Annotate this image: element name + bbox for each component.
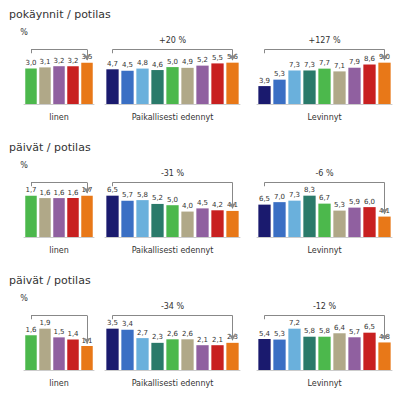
svg-text:Levinnyt: Levinnyt (307, 379, 341, 388)
svg-text:1,7: 1,7 (25, 186, 36, 194)
svg-text:1,5: 1,5 (53, 328, 64, 336)
svg-text:9,0: 9,0 (378, 53, 391, 62)
svg-text:linen: linen (49, 246, 69, 255)
svg-text:-31 %: -31 % (161, 169, 185, 178)
svg-text:8,3: 8,3 (304, 186, 315, 194)
svg-text:1,4: 1,4 (67, 330, 79, 338)
svg-text:1,6: 1,6 (53, 189, 65, 197)
svg-text:5,8: 5,8 (319, 327, 330, 335)
svg-text:4,5: 4,5 (197, 199, 208, 207)
svg-text:4,8: 4,8 (137, 59, 148, 67)
svg-text:7,1: 7,1 (334, 62, 345, 70)
svg-text:1,6: 1,6 (39, 189, 51, 197)
svg-text:5,9: 5,9 (349, 198, 360, 206)
svg-text:5,3: 5,3 (274, 70, 285, 78)
svg-text:2,7: 2,7 (137, 329, 148, 337)
svg-text:5,0: 5,0 (167, 196, 178, 204)
svg-text:7,3: 7,3 (289, 61, 300, 69)
svg-text:4,5: 4,5 (122, 61, 133, 69)
svg-text:1,6: 1,6 (25, 326, 37, 334)
svg-text:7,9: 7,9 (349, 58, 360, 66)
svg-text:7,2: 7,2 (289, 319, 300, 327)
svg-text:3,0: 3,0 (25, 59, 36, 67)
svg-text:1,9: 1,9 (39, 319, 50, 327)
svg-text:1,7: 1,7 (81, 186, 93, 195)
svg-text:5,3: 5,3 (274, 330, 285, 338)
svg-text:%: % (20, 28, 28, 37)
svg-text:6,0: 6,0 (364, 198, 375, 206)
svg-text:Paikallisesti edennyt: Paikallisesti edennyt (132, 379, 214, 388)
svg-text:5,8: 5,8 (304, 327, 315, 335)
svg-text:päivät / potilas: päivät / potilas (9, 274, 91, 287)
svg-text:5,2: 5,2 (152, 194, 163, 202)
svg-text:3,9: 3,9 (259, 77, 270, 85)
svg-text:+127 %: +127 % (308, 36, 341, 45)
svg-text:Paikallisesti edennyt: Paikallisesti edennyt (132, 113, 214, 122)
svg-text:6,5: 6,5 (364, 323, 375, 331)
svg-text:3,2: 3,2 (53, 57, 64, 65)
svg-text:-6 %: -6 % (315, 169, 334, 178)
svg-text:2,3: 2,3 (152, 333, 163, 341)
svg-text:Paikallisesti edennyt: Paikallisesti edennyt (132, 246, 214, 255)
svg-text:linen: linen (49, 379, 69, 388)
svg-text:4,2: 4,2 (212, 201, 223, 209)
svg-text:5,5: 5,5 (212, 54, 223, 62)
svg-text:5,2: 5,2 (197, 56, 208, 64)
svg-text:4,6: 4,6 (152, 61, 164, 69)
svg-text:-34 %: -34 % (161, 302, 185, 311)
svg-text:4,8: 4,8 (378, 332, 391, 341)
svg-text:3,5: 3,5 (81, 53, 93, 62)
svg-text:-12 %: -12 % (313, 302, 337, 311)
svg-text:linen: linen (49, 113, 69, 122)
svg-text:4,1: 4,1 (378, 207, 391, 216)
svg-text:2,6: 2,6 (182, 330, 194, 338)
svg-text:7,3: 7,3 (304, 61, 315, 69)
svg-text:%: % (20, 294, 28, 303)
svg-text:5,8: 5,8 (137, 191, 148, 199)
svg-text:Levinnyt: Levinnyt (307, 246, 341, 255)
svg-text:5,7: 5,7 (349, 328, 360, 336)
svg-text:6,4: 6,4 (334, 324, 346, 332)
svg-text:6,7: 6,7 (319, 194, 330, 202)
svg-text:6,5: 6,5 (259, 195, 270, 203)
svg-text:%: % (20, 161, 28, 170)
svg-text:5,3: 5,3 (334, 201, 345, 209)
svg-text:5,6: 5,6 (226, 53, 239, 62)
svg-text:2,1: 2,1 (197, 336, 208, 344)
svg-text:5,4: 5,4 (259, 330, 271, 338)
svg-text:pokäynnit / potilas: pokäynnit / potilas (9, 8, 111, 21)
svg-text:2,6: 2,6 (167, 330, 179, 338)
svg-text:+20 %: +20 % (159, 36, 186, 45)
svg-text:4,7: 4,7 (107, 60, 118, 68)
svg-text:5,0: 5,0 (167, 58, 178, 66)
svg-text:7,3: 7,3 (289, 191, 300, 199)
svg-text:4,1: 4,1 (226, 201, 239, 210)
svg-text:3,1: 3,1 (39, 58, 50, 66)
svg-text:2,3: 2,3 (226, 333, 239, 342)
svg-text:6,5: 6,5 (107, 186, 118, 194)
svg-text:Levinnyt: Levinnyt (307, 113, 341, 122)
svg-text:8,6: 8,6 (364, 55, 376, 63)
svg-text:3,4: 3,4 (122, 320, 134, 328)
svg-text:päivät / potilas: päivät / potilas (9, 141, 91, 154)
svg-text:1,1: 1,1 (81, 336, 93, 345)
svg-text:4,9: 4,9 (182, 58, 193, 66)
svg-text:7,0: 7,0 (274, 193, 285, 201)
svg-text:3,2: 3,2 (67, 57, 78, 65)
svg-text:3,5: 3,5 (107, 319, 118, 327)
svg-text:5,7: 5,7 (122, 191, 133, 199)
svg-text:1,6: 1,6 (67, 189, 79, 197)
svg-text:2,1: 2,1 (212, 336, 223, 344)
svg-text:7,7: 7,7 (319, 59, 330, 67)
svg-text:4,0: 4,0 (182, 202, 193, 210)
